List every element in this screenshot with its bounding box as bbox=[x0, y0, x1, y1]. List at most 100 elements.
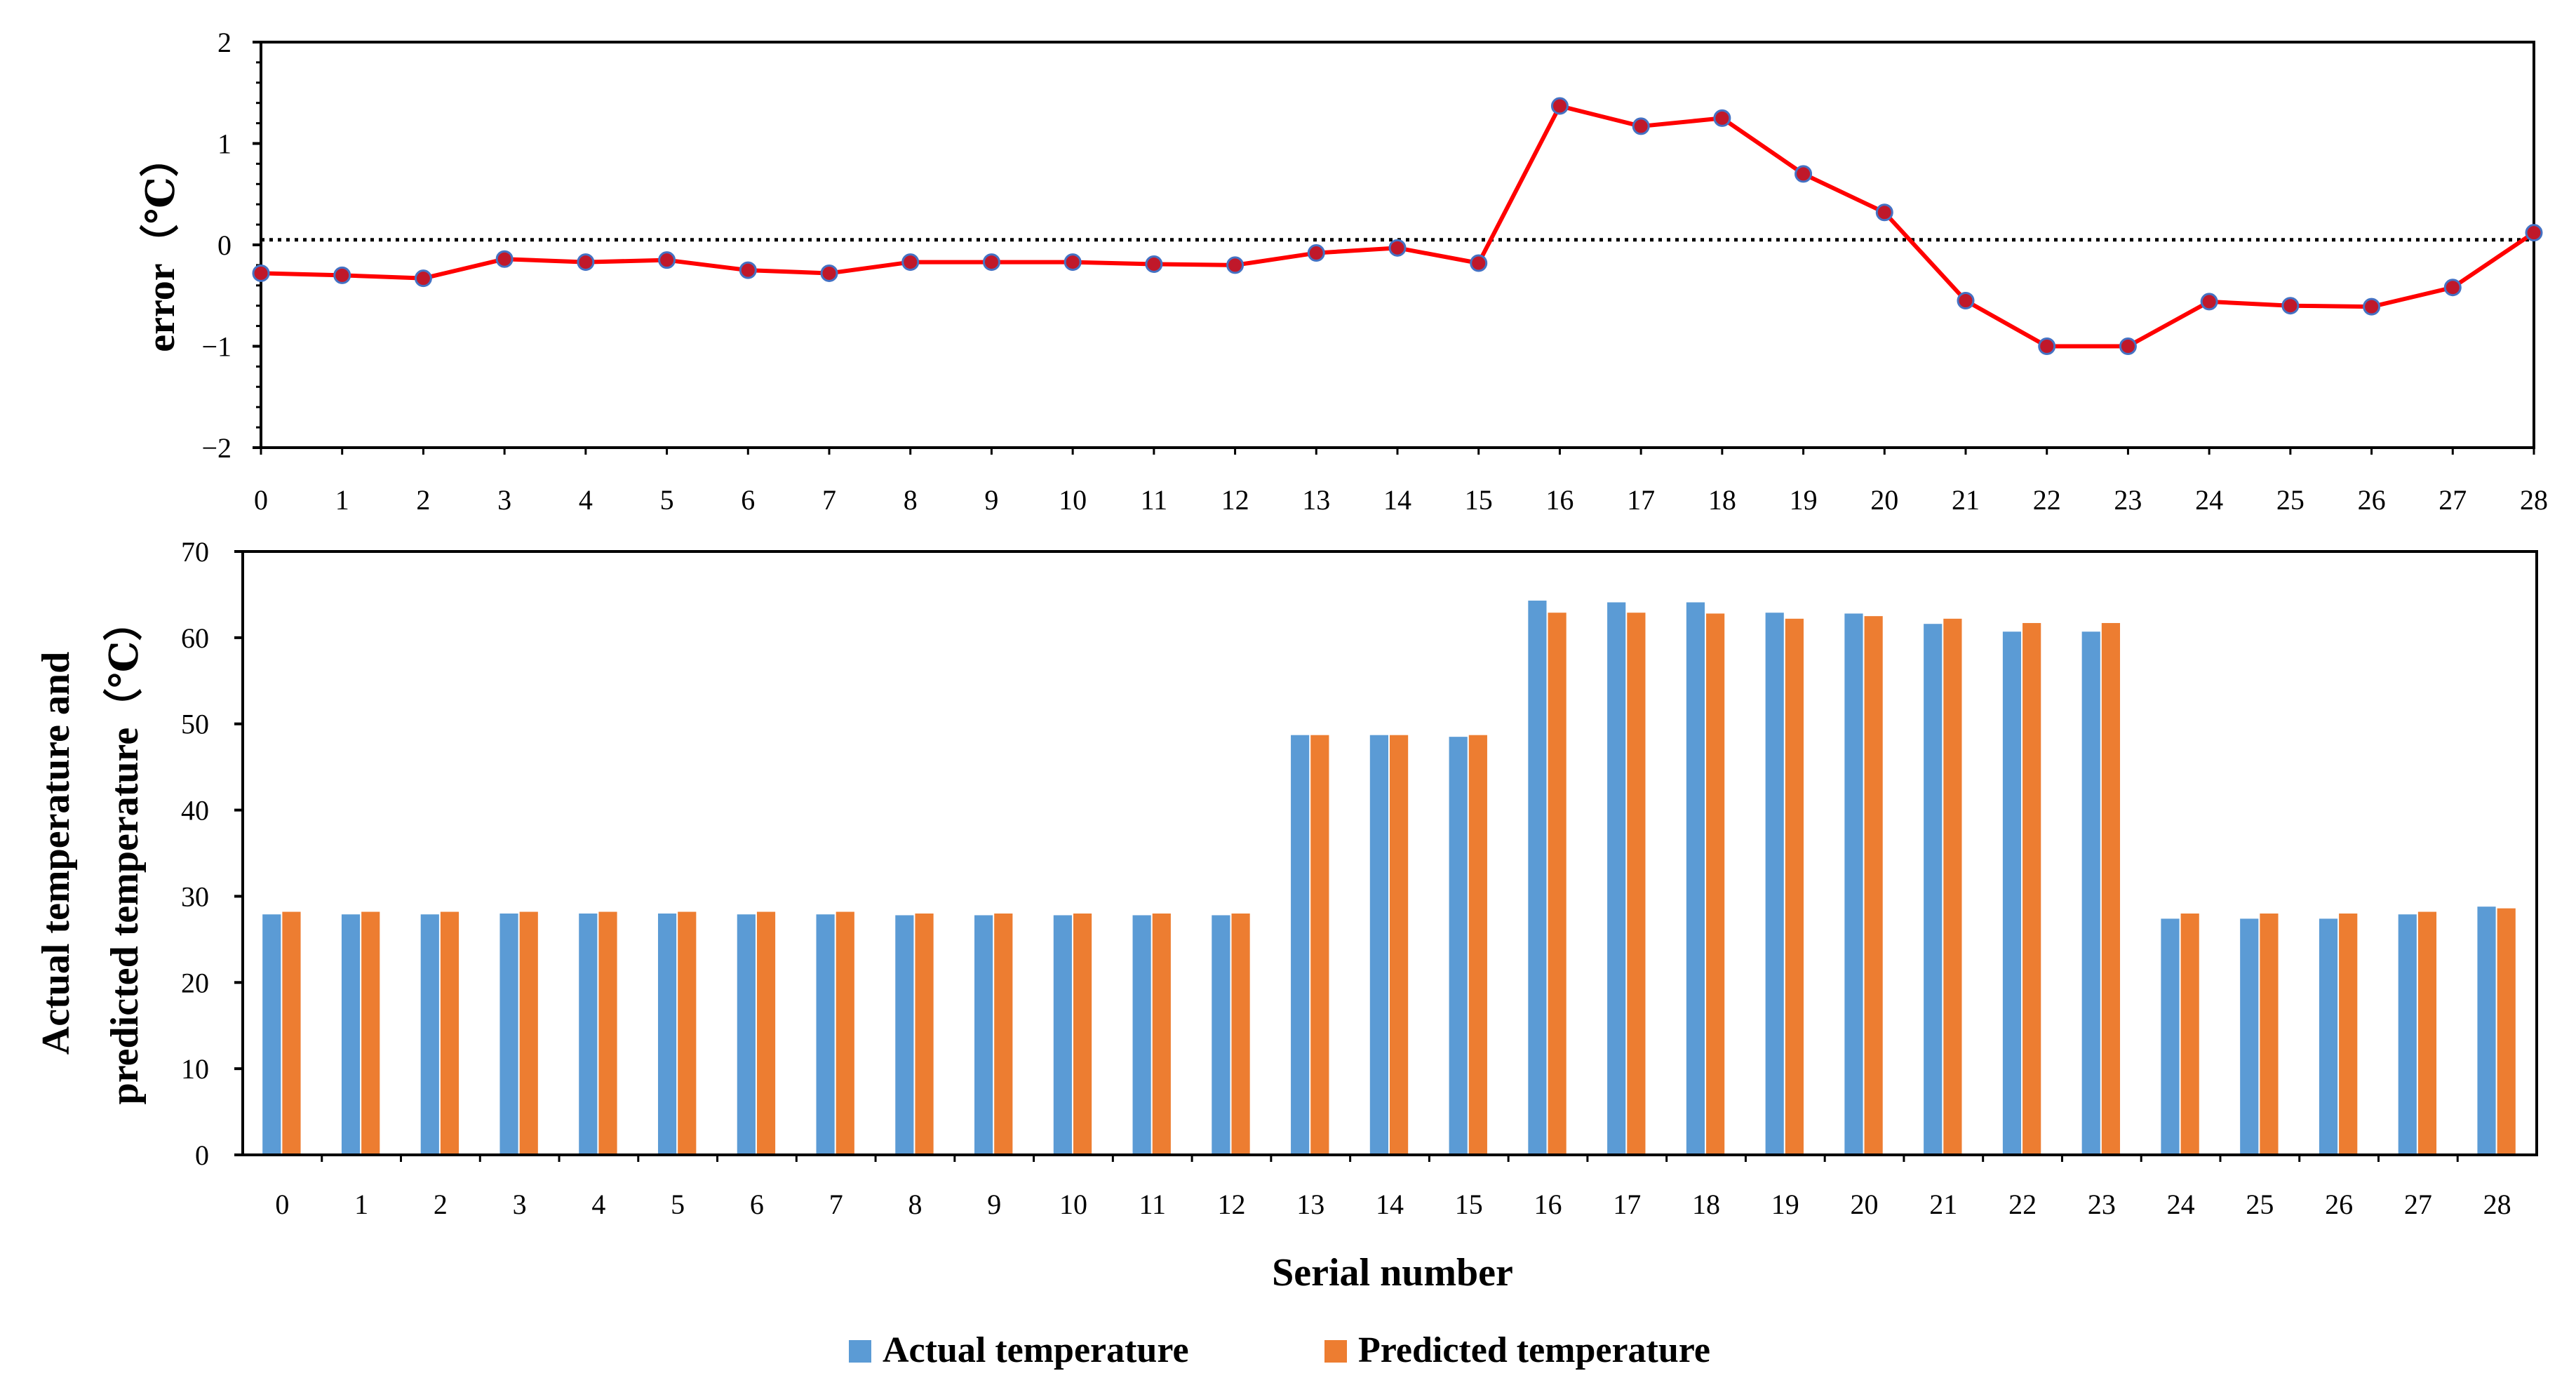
temperature-x-tick-label: 13 bbox=[1296, 1189, 1324, 1220]
error-data-point bbox=[2363, 297, 2381, 316]
error-x-tick-label: 28 bbox=[2520, 484, 2548, 516]
error-y-tick-label: 2 bbox=[217, 27, 232, 58]
predicted-temperature-bar bbox=[1152, 914, 1171, 1155]
temperature-x-tick-label: 1 bbox=[354, 1189, 368, 1220]
error-data-point bbox=[2281, 297, 2300, 315]
predicted-temperature-bar bbox=[1310, 735, 1329, 1155]
actual-temperature-bar bbox=[1369, 735, 1388, 1155]
error-x-tick-label: 18 bbox=[1708, 484, 1736, 516]
predicted-temperature-bar bbox=[2180, 914, 2199, 1155]
temperature-x-tick-label: 23 bbox=[2088, 1189, 2116, 1220]
actual-temperature-bar bbox=[1844, 613, 1863, 1155]
temperature-y-tick-label: 40 bbox=[181, 795, 209, 827]
temperature-x-tick-label: 18 bbox=[1692, 1189, 1720, 1220]
temperature-x-tick-label: 3 bbox=[513, 1189, 527, 1220]
error-x-tick-label: 10 bbox=[1059, 484, 1087, 516]
error-y-tick-label: 1 bbox=[217, 128, 232, 160]
error-data-point bbox=[820, 264, 838, 282]
temperature-x-tick-label: 17 bbox=[1613, 1189, 1641, 1220]
actual-temperature-bar bbox=[2477, 907, 2496, 1155]
error-x-tick-label: 22 bbox=[2033, 484, 2061, 516]
error-y-axis-ticks: −2 −1 0 1 2 bbox=[201, 27, 261, 464]
temperature-x-tick-label: 19 bbox=[1771, 1189, 1799, 1220]
actual-temperature-bar bbox=[2398, 914, 2417, 1155]
error-data-point bbox=[2038, 337, 2056, 355]
legend-label-actual: Actual temperature bbox=[883, 1330, 1189, 1370]
error-x-tick-label: 11 bbox=[1141, 484, 1168, 516]
temperature-y-tick-label: 10 bbox=[181, 1053, 209, 1085]
error-data-point bbox=[739, 261, 757, 279]
error-data-point bbox=[1795, 165, 1813, 183]
predicted-temperature-bar bbox=[361, 911, 380, 1155]
predicted-temperature-bar bbox=[1390, 735, 1409, 1155]
temperature-y-axis-title-line-1: Actual temperature and bbox=[34, 652, 78, 1055]
error-x-tick-label: 5 bbox=[660, 484, 674, 516]
error-series-markers bbox=[252, 97, 2543, 355]
predicted-temperature-bar bbox=[2497, 908, 2516, 1155]
error-data-point bbox=[901, 253, 920, 272]
temperature-bars bbox=[262, 601, 2516, 1155]
error-data-point bbox=[333, 266, 351, 284]
predicted-temperature-bar bbox=[2101, 622, 2121, 1155]
temperature-plot-frame bbox=[241, 550, 2538, 1156]
predicted-temperature-bar bbox=[440, 911, 459, 1155]
temperature-x-tick-label: 15 bbox=[1455, 1189, 1483, 1220]
predicted-temperature-bar bbox=[519, 911, 538, 1155]
temperature-y-tick-label: 50 bbox=[181, 709, 209, 740]
error-data-point bbox=[1470, 254, 1488, 272]
error-data-point bbox=[2443, 279, 2462, 297]
temperature-y-axis-ticks: 0 10 20 30 40 50 60 70 bbox=[181, 536, 243, 1171]
error-data-point bbox=[658, 251, 676, 269]
predicted-temperature-bar bbox=[1706, 613, 1725, 1155]
temperature-x-tick-label: 26 bbox=[2325, 1189, 2353, 1220]
predicted-temperature-bar bbox=[1468, 735, 1487, 1155]
temperature-x-tick-label: 8 bbox=[908, 1189, 922, 1220]
error-x-tick-label: 24 bbox=[2195, 484, 2223, 516]
predicted-temperature-bar bbox=[1785, 618, 1804, 1155]
actual-temperature-bar bbox=[341, 914, 361, 1155]
predicted-temperature-bar bbox=[2339, 914, 2358, 1155]
temperature-y-tick-label: 0 bbox=[195, 1139, 209, 1171]
temperature-x-tick-label: 20 bbox=[1851, 1189, 1879, 1220]
temperature-x-tick-label: 5 bbox=[671, 1189, 685, 1220]
error-data-point bbox=[1713, 109, 1731, 127]
predicted-temperature-bar bbox=[756, 911, 776, 1155]
error-y-tick-label: 0 bbox=[217, 229, 232, 261]
temperature-x-tick-label: 0 bbox=[275, 1189, 289, 1220]
temperature-x-tick-label: 28 bbox=[2483, 1189, 2511, 1220]
error-x-tick-label: 15 bbox=[1465, 484, 1493, 516]
error-data-point bbox=[1064, 253, 1082, 272]
predicted-temperature-bar bbox=[598, 911, 617, 1155]
error-x-tick-label: 2 bbox=[416, 484, 430, 516]
temperature-x-tick-label: 21 bbox=[1929, 1189, 1957, 1220]
error-x-tick-label: 16 bbox=[1545, 484, 1574, 516]
temperature-x-tick-label: 10 bbox=[1059, 1189, 1087, 1220]
predicted-temperature-bar bbox=[282, 911, 301, 1155]
error-series-line bbox=[260, 104, 2535, 349]
error-data-point bbox=[577, 253, 595, 272]
error-x-tick-label: 14 bbox=[1383, 484, 1411, 516]
actual-temperature-bar bbox=[1291, 735, 1310, 1155]
actual-temperature-bar bbox=[1132, 915, 1151, 1155]
error-data-point bbox=[2200, 293, 2218, 311]
actual-temperature-bar bbox=[974, 915, 993, 1155]
error-data-point bbox=[2525, 224, 2543, 242]
predicted-temperature-bar bbox=[915, 914, 934, 1155]
error-y-axis-title: error（℃） bbox=[139, 138, 183, 352]
actual-temperature-bar bbox=[1449, 737, 1468, 1155]
actual-temperature-bar bbox=[1924, 624, 1943, 1155]
error-data-point bbox=[252, 264, 270, 282]
error-x-tick-label: 0 bbox=[254, 484, 268, 516]
error-x-tick-label: 17 bbox=[1627, 484, 1655, 516]
actual-temperature-bar bbox=[1053, 915, 1072, 1155]
error-data-point bbox=[1550, 97, 1569, 115]
actual-temperature-bar bbox=[895, 915, 914, 1155]
temperature-x-axis-title: Serial number bbox=[1272, 1251, 1513, 1295]
temperature-x-tick-label: 16 bbox=[1534, 1189, 1562, 1220]
temperature-x-axis-ticks: 0 1 2 3 4 5 6 7 8 9 10 11 12 13 14 15 16 17 18 19 20 21 22 23 24… bbox=[275, 1155, 2511, 1220]
error-data-point bbox=[1875, 203, 1893, 222]
temperature-x-tick-label: 25 bbox=[2246, 1189, 2274, 1220]
temperature-x-tick-label: 22 bbox=[2008, 1189, 2037, 1220]
error-x-tick-label: 20 bbox=[1870, 484, 1898, 516]
